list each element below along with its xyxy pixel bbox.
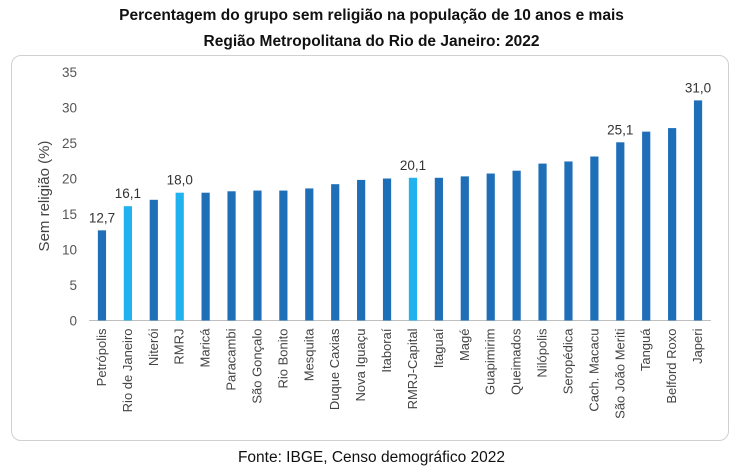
data-label: 31,0 <box>685 80 711 95</box>
category-label: Paracambi <box>224 328 239 390</box>
bar <box>564 161 573 321</box>
bar <box>123 206 132 321</box>
bar <box>538 163 547 321</box>
category-label: Cach. Macacu <box>586 329 601 412</box>
y-tick-label: 35 <box>62 65 77 80</box>
bar <box>434 177 443 321</box>
bar <box>408 177 418 321</box>
y-axis-ticks: 0 5 10 15 20 25 30 35 <box>62 65 77 329</box>
category-label: Rio Bonito <box>275 329 290 389</box>
category-label: RMRJ-Capital <box>405 328 420 409</box>
category-label: Seropédica <box>560 328 575 395</box>
category-label: Maricá <box>198 328 213 368</box>
bars <box>97 100 703 321</box>
bar <box>590 156 599 321</box>
bar <box>616 142 625 321</box>
category-label: São João Meriti <box>612 328 627 418</box>
category-label: Petrópolis <box>94 328 109 386</box>
bar <box>227 191 236 321</box>
y-tick-label: 20 <box>62 172 77 187</box>
y-tick-label: 15 <box>62 207 77 222</box>
data-label: 20,1 <box>400 158 426 173</box>
category-label: São Gonçalo <box>249 329 264 404</box>
category-label: Japeri <box>690 328 705 364</box>
y-tick-label: 10 <box>62 243 77 258</box>
y-axis-label: Sem religião (%) <box>36 141 53 252</box>
category-label: Guapimirim <box>483 329 498 395</box>
category-label: Nilópolis <box>535 328 550 378</box>
bar <box>331 184 340 321</box>
bar <box>512 170 521 321</box>
y-tick-label: 30 <box>62 101 77 116</box>
category-label: Nova Iguaçu <box>353 329 368 402</box>
chart-title: Percentagem do grupo sem religião na pop… <box>119 7 624 24</box>
bar <box>357 179 366 321</box>
category-label: Mesquita <box>301 328 316 382</box>
bar <box>693 100 703 321</box>
category-label: Itaboraí <box>379 328 394 372</box>
category-label: Itaguaí <box>431 328 446 368</box>
bar <box>642 131 651 321</box>
data-label: 16,1 <box>115 186 141 201</box>
bar <box>668 128 677 321</box>
y-tick-label: 0 <box>69 314 77 329</box>
category-label: Niterói <box>146 328 161 366</box>
bar <box>460 176 469 321</box>
category-label: RMRJ <box>172 329 187 365</box>
bar <box>149 199 158 321</box>
bar <box>97 230 107 321</box>
bar <box>279 190 288 321</box>
category-label: Rio de Janeiro <box>120 329 135 413</box>
y-tick-label: 5 <box>69 278 77 293</box>
category-label: Queimados <box>509 328 524 395</box>
chart-subtitle: Região Metropolitana do Rio de Janeiro: … <box>203 33 540 50</box>
bar <box>382 178 392 321</box>
bar <box>201 192 210 321</box>
data-label: 12,7 <box>89 210 115 225</box>
category-label: Belford Roxo <box>664 329 679 404</box>
data-labels: 12,716,1 18,0 20,1 25,1 31,0 <box>89 80 711 225</box>
data-label: 18,0 <box>167 173 193 188</box>
source-note: Fonte: IBGE, Censo demográfico 2022 <box>237 449 506 466</box>
category-labels: Petrópolis Rio de Janeiro Niterói RMRJ Maric… <box>94 328 705 419</box>
category-label: Tanguá <box>638 328 653 371</box>
bar <box>305 188 314 321</box>
bar <box>486 173 495 321</box>
y-tick-label: 25 <box>62 136 77 151</box>
category-label: Magé <box>457 329 472 362</box>
bar <box>175 192 184 321</box>
data-label: 25,1 <box>607 122 633 137</box>
bar <box>253 190 262 321</box>
category-label: Duque Caxias <box>327 328 342 410</box>
